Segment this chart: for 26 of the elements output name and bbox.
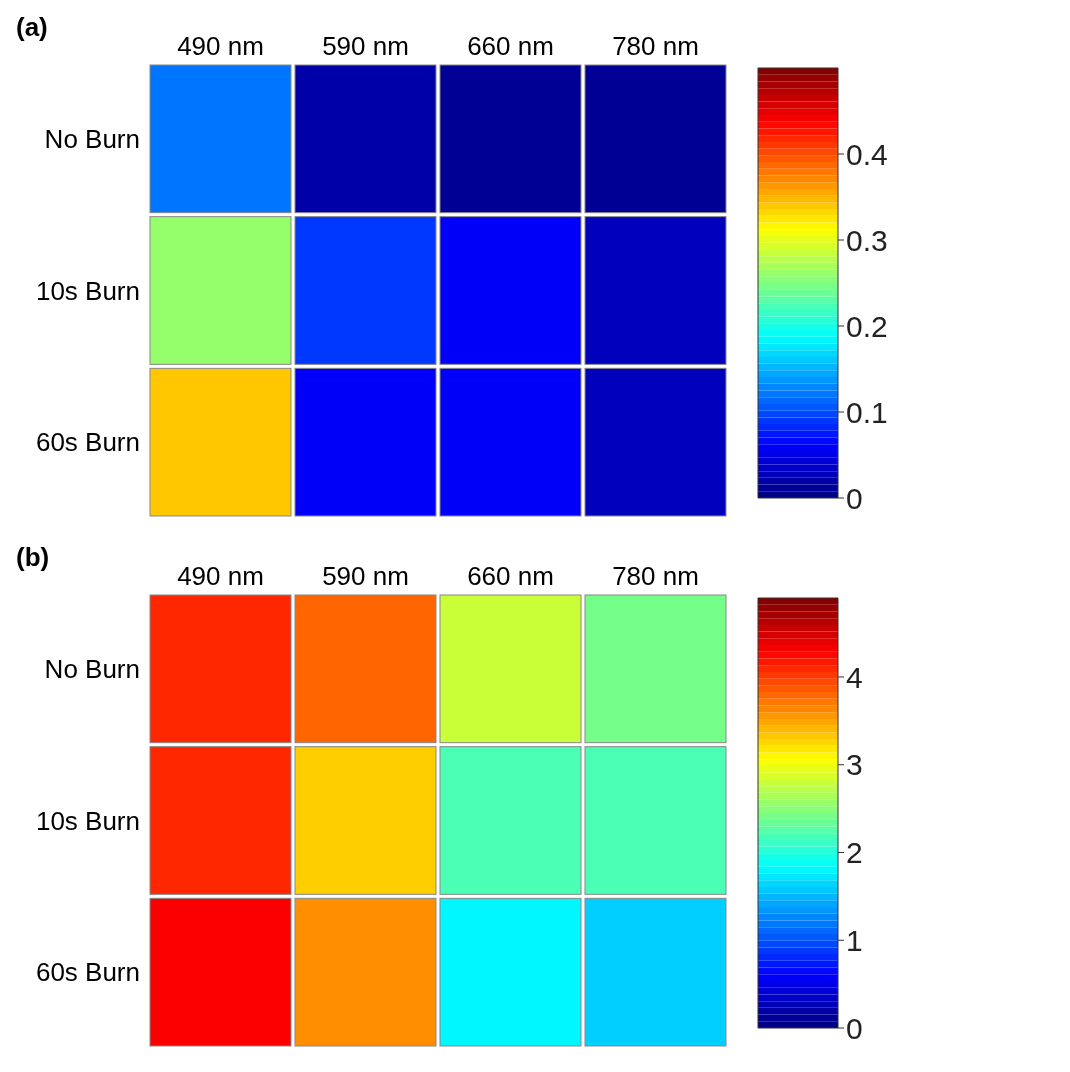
y-tick-label: No Burn [44, 124, 140, 155]
y-tick-label: 10s Burn [35, 805, 140, 836]
color-bar-label: 0.3 [846, 223, 888, 257]
chart-title: (b) [16, 542, 50, 573]
color-bar-label: 0 [846, 1011, 863, 1045]
x-tick-label: 780 nm [612, 31, 699, 61]
color-bar-label: 3 [846, 748, 863, 782]
color-bar-label: 2 [846, 836, 863, 870]
x-tick-label: 660 nm [467, 31, 554, 61]
color-bar-label: 0.2 [846, 309, 888, 343]
color-bar-label: 0 [846, 481, 863, 515]
color-bar-label: 1 [846, 923, 863, 957]
x-tick-label: 490 nm [177, 31, 264, 61]
chart-title: (a) [16, 12, 48, 43]
y-tick-label: No Burn [44, 654, 140, 685]
x-tick-label: 660 nm [467, 561, 554, 591]
y-tick-label: 60s Burn [35, 957, 140, 988]
color-bar-label: 0.4 [846, 137, 888, 171]
y-tick-label: 10s Burn [35, 275, 140, 306]
color-bar-label: 0.1 [846, 395, 888, 429]
color-bar-label: 4 [846, 660, 863, 694]
x-tick-label: 590 nm [322, 561, 409, 591]
x-tick-label: 490 nm [177, 561, 264, 591]
y-tick-label: 60s Burn [35, 427, 140, 458]
x-tick-label: 590 nm [322, 31, 409, 61]
x-tick-label: 780 nm [612, 561, 699, 591]
